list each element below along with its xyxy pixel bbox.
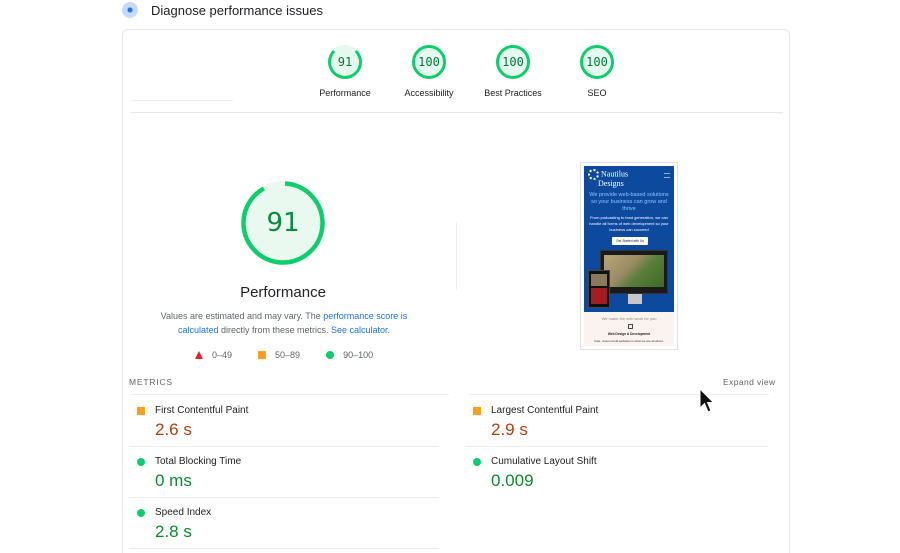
legend-range: 0–49 bbox=[212, 350, 233, 360]
score-ring: 100 bbox=[412, 45, 446, 79]
score-ring: 91 bbox=[328, 45, 362, 79]
score-arc-icon bbox=[241, 181, 325, 265]
metric-label: First Contentful Paint bbox=[155, 405, 249, 416]
site-cta-button: Get Started with Us bbox=[612, 237, 648, 245]
legend-fail: 0–49 bbox=[195, 350, 232, 360]
service-text: Fast, custom-built websites is what we a… bbox=[594, 339, 664, 343]
phone-image bbox=[588, 270, 610, 308]
site-subtext: From podcasting to lead generation, we c… bbox=[589, 215, 669, 232]
vertical-divider bbox=[456, 222, 457, 290]
metric-value: 2.8 s bbox=[155, 522, 192, 541]
triangle-icon bbox=[195, 351, 203, 359]
gauge-label: SEO bbox=[587, 88, 607, 98]
expand-view-toggle[interactable]: Expand view bbox=[723, 377, 776, 387]
metric-largest-contentful-paint: Largest Contentful Paint 2.9 s bbox=[465, 396, 768, 447]
description-text: Values are estimated and may vary. The bbox=[160, 311, 324, 321]
performance-gauge-large: 91 bbox=[241, 181, 325, 265]
service-title: Web Design & Development bbox=[607, 332, 651, 336]
metric-label: Cumulative Layout Shift bbox=[491, 456, 597, 467]
gauge-accessibility[interactable]: 100 Accessibility bbox=[387, 45, 471, 98]
divider bbox=[129, 497, 439, 498]
metric-label: Total Blocking Time bbox=[155, 456, 242, 467]
metric-value: 2.6 s bbox=[155, 420, 192, 439]
gauge-label: Performance bbox=[319, 88, 371, 98]
metric-total-blocking-time: Total Blocking Time 0 ms bbox=[129, 447, 439, 498]
square-icon bbox=[258, 351, 267, 359]
pass-circle-icon bbox=[137, 509, 145, 517]
logo-text: Nautilus bbox=[601, 169, 629, 179]
divider bbox=[469, 394, 769, 395]
gauge-best-practices[interactable]: 100 Best Practices bbox=[471, 45, 555, 98]
divider bbox=[465, 446, 768, 447]
metric-speed-index: Speed Index 2.8 s bbox=[129, 498, 439, 549]
metric-value: 0.009 bbox=[491, 471, 534, 490]
legend-range: 90–100 bbox=[343, 350, 374, 360]
page-screenshot-thumbnail[interactable]: Nautilus Designs We provide web-based so… bbox=[580, 162, 678, 350]
logo-text: Designs bbox=[598, 179, 624, 188]
score-ring: 100 bbox=[496, 45, 530, 79]
monitor-icon bbox=[628, 324, 633, 329]
report-card: 91 Performance 100 Accessibility 100 Bes… bbox=[122, 29, 790, 553]
category-gauges: 91 Performance 100 Accessibility 100 Bes… bbox=[303, 45, 639, 98]
divider bbox=[131, 100, 233, 101]
metric-label: Largest Contentful Paint bbox=[491, 405, 599, 416]
performance-description: Values are estimated and may vary. The p… bbox=[143, 309, 425, 337]
gauge-label: Best Practices bbox=[484, 88, 542, 98]
metric-first-contentful-paint: First Contentful Paint 2.6 s bbox=[129, 396, 439, 447]
divider bbox=[129, 446, 439, 447]
performance-score: 91 bbox=[266, 208, 300, 238]
circle-icon bbox=[326, 351, 335, 359]
screenshot-services: We make the web work for you Web Design … bbox=[584, 312, 674, 346]
hamburger-menu-icon bbox=[664, 173, 670, 178]
legend-range: 50–89 bbox=[275, 350, 301, 360]
site-tagline: We make the web work for you bbox=[601, 316, 657, 321]
screenshot-hero: Nautilus Designs We provide web-based so… bbox=[584, 166, 674, 312]
score-ring: 100 bbox=[580, 45, 614, 79]
performance-title: Performance bbox=[240, 284, 326, 301]
monitor-image bbox=[600, 250, 668, 294]
divider bbox=[129, 548, 439, 549]
description-text: directly from these metrics. bbox=[218, 325, 331, 335]
gauge-performance[interactable]: 91 Performance bbox=[303, 45, 387, 98]
metric-cumulative-layout-shift: Cumulative Layout Shift 0.009 bbox=[465, 447, 768, 498]
divider bbox=[131, 394, 449, 395]
metric-label: Speed Index bbox=[155, 507, 212, 518]
site-logo: Nautilus Designs bbox=[588, 169, 628, 188]
pass-circle-icon bbox=[137, 458, 145, 466]
metric-value: 2.9 s bbox=[491, 420, 528, 439]
site-headline: We provide web-based solutions so your b… bbox=[589, 192, 669, 212]
gauge-seo[interactable]: 100 SEO bbox=[555, 45, 639, 98]
average-square-icon bbox=[137, 407, 145, 415]
description-text: . bbox=[387, 325, 391, 335]
performance-score-link[interactable]: performance score is calculated bbox=[177, 311, 408, 335]
mouse-cursor-icon bbox=[699, 388, 715, 413]
legend-average: 50–89 bbox=[258, 350, 300, 360]
divider bbox=[131, 112, 783, 113]
see-calculator-link[interactable]: See calculator bbox=[331, 325, 388, 335]
diagnose-icon bbox=[122, 2, 138, 18]
metric-value: 0 ms bbox=[155, 471, 192, 490]
section-title: Diagnose performance issues bbox=[151, 2, 323, 18]
section-header: Diagnose performance issues bbox=[122, 0, 323, 20]
pass-circle-icon bbox=[473, 458, 481, 466]
average-square-icon bbox=[473, 407, 481, 415]
monitor-stand bbox=[628, 294, 642, 304]
gauge-label: Accessibility bbox=[404, 88, 454, 98]
legend-pass: 90–100 bbox=[326, 350, 373, 360]
score-legend: 0–49 50–89 90–100 bbox=[195, 350, 399, 360]
metrics-header: METRICS bbox=[129, 377, 173, 387]
